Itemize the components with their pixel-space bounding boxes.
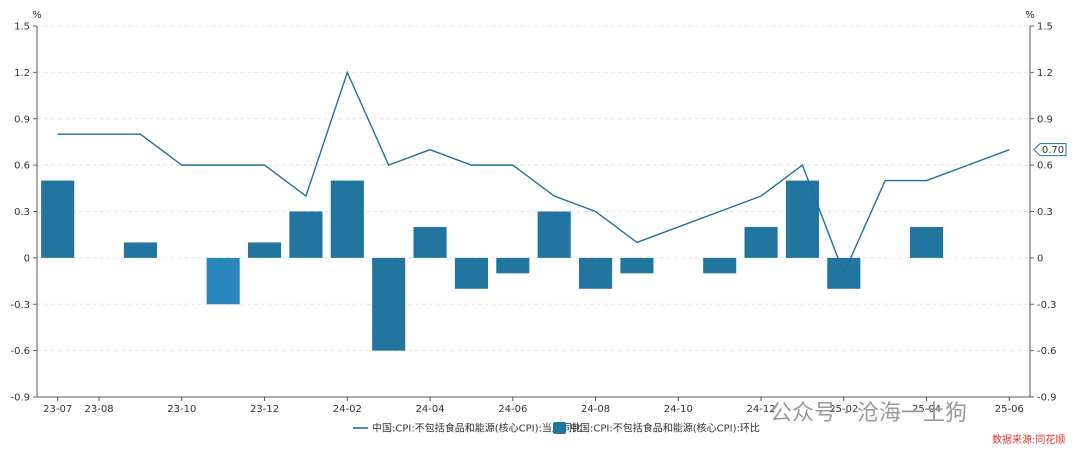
bar bbox=[579, 257, 613, 289]
x-tick-label: 24-08 bbox=[581, 404, 610, 415]
bar bbox=[413, 226, 447, 258]
x-tick-label: 25-06 bbox=[995, 404, 1024, 415]
x-tick-label: 23-12 bbox=[250, 404, 279, 415]
x-tick-label: 24-10 bbox=[664, 404, 693, 415]
bar bbox=[703, 257, 737, 274]
last-value-callout: 0.70 bbox=[1033, 143, 1067, 157]
y-tick-label: 0.3 bbox=[1037, 207, 1053, 218]
bar bbox=[454, 257, 488, 289]
y-tick-label: 0 bbox=[24, 253, 30, 264]
x-tick-label: 24-02 bbox=[333, 404, 362, 415]
line-path bbox=[57, 70, 1010, 276]
left-axis-unit: % bbox=[32, 10, 42, 21]
x-tick-label: 24-12 bbox=[747, 404, 776, 415]
bar bbox=[248, 242, 282, 258]
x-tick-label: 25-04 bbox=[912, 404, 941, 415]
x-tick-label: 23-08 bbox=[85, 404, 114, 415]
source-text: 数据来源:同花顺 bbox=[992, 433, 1065, 446]
y-tick-label: -0.6 bbox=[10, 346, 30, 357]
bar-series bbox=[41, 180, 944, 351]
x-tick-label: 24-06 bbox=[498, 404, 527, 415]
legend-line-label: 中国:CPI:不包括食品和能源(核心CPI):当月同比 bbox=[372, 422, 582, 435]
bar bbox=[537, 211, 571, 258]
x-tick-label: 24-04 bbox=[416, 404, 445, 415]
y-tick-label: 0.9 bbox=[14, 114, 30, 125]
right-y-ticks: 1.5 1.2 0.9 0.6 0.3 0 -0.3 -0.6 -0.9 bbox=[1030, 22, 1057, 404]
legend: 中国:CPI:不包括食品和能源(核心CPI):当月同比中国:CPI:不包括食品和… bbox=[353, 422, 760, 435]
y-tick-label: 1.5 bbox=[14, 22, 30, 33]
watermark-text: 公众号 · 沧海一土狗 bbox=[770, 401, 967, 426]
bar bbox=[372, 257, 406, 351]
y-tick-label: 0 bbox=[1037, 253, 1043, 264]
y-tick-label: -0.3 bbox=[10, 300, 30, 311]
grid bbox=[37, 25, 1030, 398]
bar bbox=[289, 211, 323, 258]
bar bbox=[785, 180, 819, 258]
callout-box bbox=[1033, 143, 1067, 157]
line-series bbox=[57, 70, 1010, 276]
callout-label: 0.70 bbox=[1042, 145, 1064, 156]
bar bbox=[496, 257, 530, 274]
x-ticks: 23-07 23-08 23-10 23-12 24-02 24-04 24-06 24-08… bbox=[43, 397, 1024, 415]
y-tick-label: 1.2 bbox=[1037, 68, 1053, 79]
bar bbox=[620, 257, 654, 274]
x-tick-label: 23-10 bbox=[167, 404, 196, 415]
y-tick-label: 1.2 bbox=[14, 68, 30, 79]
x-tick-label: 23-07 bbox=[43, 404, 72, 415]
y-tick-label: 0.6 bbox=[1037, 161, 1053, 172]
bar bbox=[744, 226, 778, 258]
x-tick-label: 25-02 bbox=[829, 404, 858, 415]
left-y-ticks: 1.5 1.2 0.9 0.6 0.3 0 -0.3 -0.6 -0.9 bbox=[10, 22, 37, 404]
legend-bar-swatch bbox=[553, 422, 566, 434]
axes bbox=[36, 26, 1031, 398]
y-tick-label: -0.6 bbox=[1037, 346, 1057, 357]
y-tick-label: -0.9 bbox=[1037, 393, 1057, 404]
y-tick-label: 0.3 bbox=[14, 207, 30, 218]
y-tick-label: 0.9 bbox=[1037, 114, 1053, 125]
bar bbox=[41, 180, 75, 258]
bar bbox=[910, 226, 944, 258]
y-tick-label: 0.6 bbox=[14, 161, 30, 172]
y-tick-label: -0.3 bbox=[1037, 300, 1057, 311]
legend-bar-label: 中国:CPI:不包括食品和能源(核心CPI):环比 bbox=[570, 422, 760, 435]
bar bbox=[330, 180, 364, 258]
y-tick-label: -0.9 bbox=[10, 393, 30, 404]
y-tick-label: 1.5 bbox=[1037, 22, 1053, 33]
bar bbox=[123, 242, 157, 258]
right-axis-unit: % bbox=[1025, 10, 1035, 21]
bar bbox=[206, 257, 240, 305]
